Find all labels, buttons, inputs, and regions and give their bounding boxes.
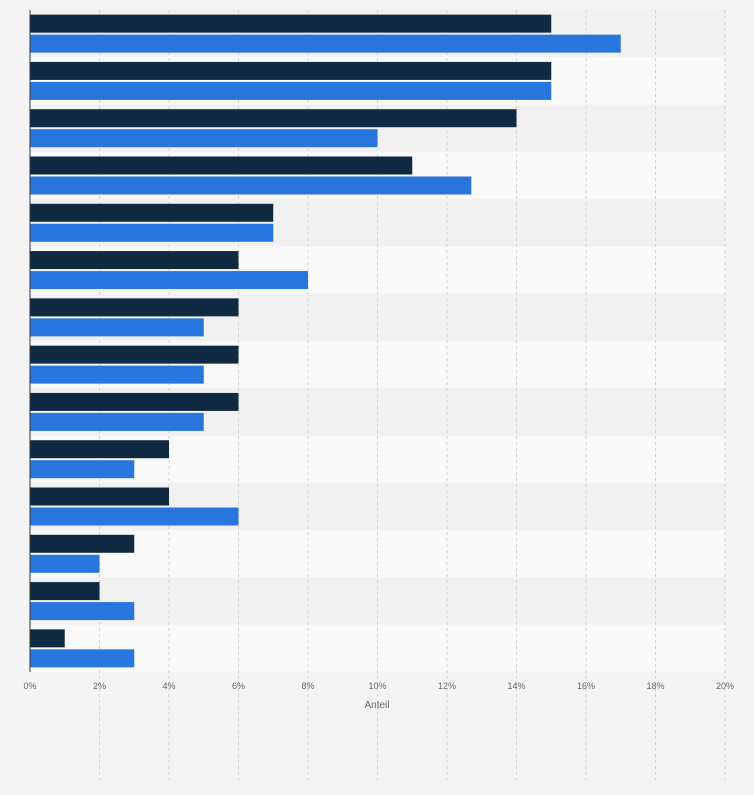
x-tick-label: 20% [716,681,734,691]
bar-series-2 [30,554,100,573]
bar-series-1 [30,61,552,80]
bar-series-1 [30,203,274,222]
bar-series-1 [30,156,413,175]
bar-series-2 [30,34,621,53]
x-tick-label: 12% [438,681,456,691]
x-tick-label: 14% [507,681,525,691]
bar-series-2 [30,460,135,479]
bar-series-2 [30,271,308,290]
bar-series-1 [30,534,135,553]
bar-series-1 [30,582,100,601]
x-tick-label: 16% [577,681,595,691]
bar-series-1 [30,487,169,506]
x-axis-label: Anteil [364,700,389,711]
bar-series-1 [30,345,239,364]
x-tick-label: 8% [301,681,314,691]
bar-series-1 [30,440,169,459]
bar-series-2 [30,602,135,621]
bar-series-2 [30,365,204,384]
bar-series-2 [30,81,552,100]
x-tick-label: 18% [646,681,664,691]
bar-series-2 [30,223,274,242]
x-axis-ticks: 0% 2% 4% 6% 8% 10% 12% 14% 16% 18% 20% [23,681,734,691]
x-tick-label: 10% [368,681,386,691]
x-tick-label: 6% [232,681,245,691]
bar-series-2 [30,129,378,148]
bar-series-2 [30,507,239,526]
bar-series-1 [30,251,239,270]
x-tick-label: 0% [23,681,36,691]
bar-series-2 [30,318,204,337]
bar-series-1 [30,298,239,317]
bar-series-1 [30,109,517,128]
bar-series-1 [30,14,552,33]
x-tick-label: 4% [162,681,175,691]
bar-series-2 [30,412,204,431]
x-tick-label: 2% [93,681,106,691]
bar-series-1 [30,629,65,648]
bar-series-2 [30,649,135,668]
bars [30,14,621,668]
bar-series-2 [30,176,472,195]
bar-series-1 [30,392,239,411]
